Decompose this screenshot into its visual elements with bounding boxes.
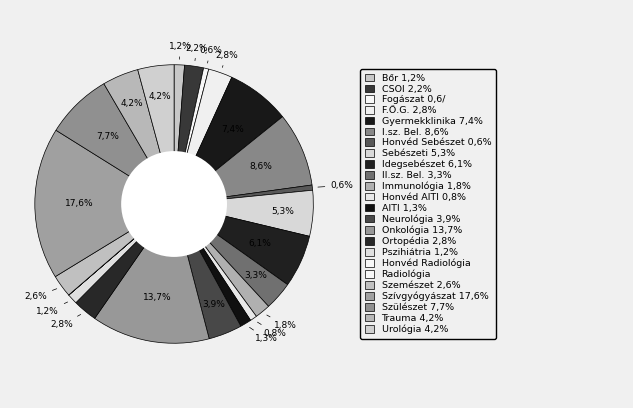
- Text: 1,2%: 1,2%: [168, 42, 191, 59]
- Text: 1,8%: 1,8%: [266, 315, 297, 330]
- Wedge shape: [35, 130, 174, 277]
- Wedge shape: [104, 70, 174, 204]
- Text: 5,3%: 5,3%: [271, 207, 294, 216]
- Wedge shape: [174, 204, 241, 339]
- Text: 8,6%: 8,6%: [249, 162, 272, 171]
- Text: 1,3%: 1,3%: [249, 327, 278, 344]
- Text: 3,9%: 3,9%: [203, 300, 225, 310]
- Wedge shape: [174, 185, 313, 204]
- Wedge shape: [95, 204, 209, 343]
- Wedge shape: [76, 204, 174, 318]
- Text: 2,8%: 2,8%: [51, 315, 80, 329]
- Wedge shape: [138, 65, 174, 204]
- Wedge shape: [174, 190, 313, 236]
- Wedge shape: [174, 117, 312, 204]
- Text: 17,6%: 17,6%: [65, 199, 94, 208]
- Wedge shape: [56, 84, 174, 204]
- Text: 7,7%: 7,7%: [97, 131, 120, 140]
- Text: 3,3%: 3,3%: [244, 271, 267, 280]
- Text: 2,6%: 2,6%: [24, 289, 57, 301]
- Wedge shape: [174, 204, 287, 306]
- Wedge shape: [174, 204, 256, 320]
- Wedge shape: [68, 204, 174, 303]
- Wedge shape: [174, 77, 282, 204]
- Text: 6,1%: 6,1%: [249, 239, 272, 248]
- Wedge shape: [174, 68, 209, 204]
- Wedge shape: [174, 204, 268, 316]
- Wedge shape: [174, 65, 204, 204]
- Text: 7,4%: 7,4%: [221, 125, 244, 134]
- Text: 4,2%: 4,2%: [121, 99, 144, 108]
- Text: 2,8%: 2,8%: [215, 51, 238, 67]
- Wedge shape: [174, 69, 232, 204]
- Wedge shape: [68, 204, 174, 295]
- Text: 4,2%: 4,2%: [149, 92, 171, 101]
- Text: 0,6%: 0,6%: [199, 47, 222, 63]
- Circle shape: [121, 151, 227, 257]
- Text: 2,2%: 2,2%: [185, 44, 208, 61]
- Text: 0,6%: 0,6%: [318, 181, 353, 190]
- Text: 13,7%: 13,7%: [143, 293, 172, 302]
- Wedge shape: [55, 204, 174, 295]
- Text: 0,8%: 0,8%: [258, 322, 287, 338]
- Legend: Bőr 1,2%, CSOI 2,2%, Fogászat 0,6/, F.Ő.G. 2,8%, Gyermekklinika 7,4%, I.sz. Bel.: Bőr 1,2%, CSOI 2,2%, Fogászat 0,6/, F.Ő.…: [360, 69, 496, 339]
- Wedge shape: [174, 204, 251, 326]
- Wedge shape: [174, 65, 185, 204]
- Text: 1,2%: 1,2%: [36, 302, 68, 316]
- Wedge shape: [68, 204, 174, 295]
- Wedge shape: [174, 204, 310, 285]
